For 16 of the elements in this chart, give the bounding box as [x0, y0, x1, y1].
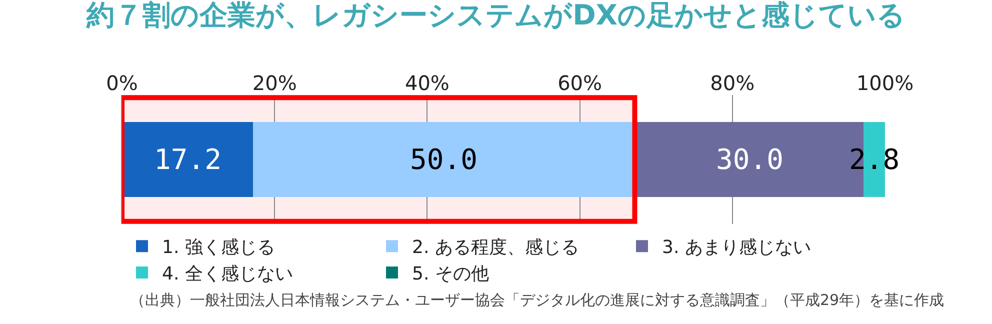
legend-label: 3. あまり感じない: [662, 237, 811, 258]
data-label: 30.0: [716, 143, 784, 176]
legend-label: 1. 強く感じる: [162, 237, 275, 258]
x-tick-label: 80%: [710, 71, 755, 95]
data-label: 50.0: [410, 143, 478, 176]
x-tick-label: 20%: [252, 71, 297, 95]
legend-label: 2. ある程度、感じる: [412, 237, 579, 258]
chart-title: 約７割の企業が、レガシーシステムがDXの足かせと感じている: [86, 0, 906, 32]
x-tick-label: 0%: [106, 71, 138, 95]
legend-label: 4. 全く感じない: [162, 263, 293, 284]
x-tick-label: 40%: [404, 71, 450, 95]
legend-label: 5. その他: [412, 263, 489, 284]
text: （出典）一般社団法人日本情報システム・ユーザー協会「デジタル化の進展に対する意識調査」（平成29年）を基に作成: [130, 291, 944, 309]
data-label: 17.2: [154, 143, 222, 176]
x-tick-label: 60%: [558, 71, 602, 95]
x-tick-label: 100%: [856, 71, 914, 95]
